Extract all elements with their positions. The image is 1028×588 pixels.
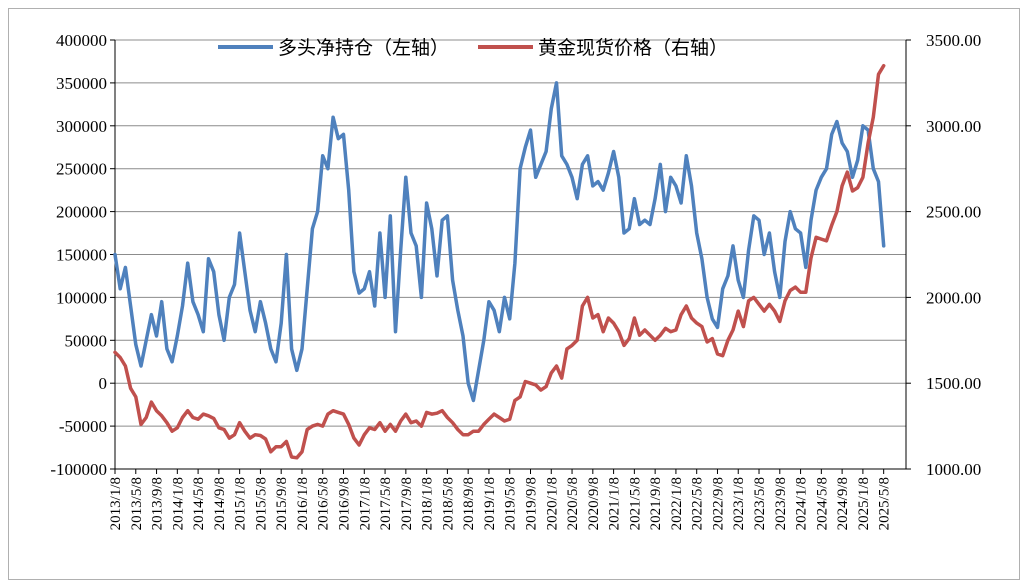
- x-tick-label: 2023/9/8: [773, 477, 789, 530]
- left-tick-label: 150000: [56, 246, 107, 265]
- x-tick-label: 2014/1/8: [170, 477, 186, 530]
- x-tick-label: 2015/5/8: [253, 477, 269, 530]
- x-tick-label: 2022/9/8: [710, 477, 726, 530]
- x-tick-label: 2018/5/8: [440, 477, 456, 530]
- left-tick-label: 350000: [56, 74, 107, 93]
- legend-item-net-long-position-label: 多头净持仓（左轴）: [278, 37, 449, 59]
- x-tick-label: 2025/5/8: [877, 477, 893, 530]
- x-tick-label: 2016/9/8: [337, 477, 353, 530]
- right-tick-label: 2000.00: [926, 288, 981, 307]
- right-y-axis: 3500.00 3000.00 2500.00 2000.00 1500.00 1000.…: [905, 31, 981, 479]
- x-tick-label: 2021/5/8: [627, 477, 643, 530]
- series-lines: [113, 63, 886, 460]
- x-tick-label: 2019/9/8: [523, 477, 539, 530]
- x-tick-label: 2018/9/8: [461, 477, 477, 530]
- x-tick-label: 2020/1/8: [544, 477, 560, 530]
- x-tick-label: 2023/5/8: [752, 477, 768, 530]
- x-tick-label: 2024/9/8: [835, 477, 851, 530]
- x-tick-label: 2022/1/8: [669, 477, 685, 530]
- left-tick-label: 100000: [56, 288, 107, 307]
- x-tick-label: 2019/5/8: [503, 477, 519, 530]
- x-tick-label: 2022/5/8: [690, 477, 706, 530]
- series-line-net-long-position: [113, 81, 886, 403]
- legend-item-gold-spot-price-label: 黄金现货价格（右轴）: [538, 37, 728, 59]
- x-tick-label: 2020/9/8: [586, 477, 602, 530]
- left-tick-label: 50000: [65, 331, 108, 350]
- x-tick-label: 2019/1/8: [482, 477, 498, 530]
- left-tick-label: 250000: [56, 160, 107, 179]
- left-tick-label: 300000: [56, 117, 107, 136]
- left-tick-label: 200000: [56, 203, 107, 222]
- left-y-axis: 400000 350000 300000 250000 200000 150000 1000…: [50, 31, 116, 479]
- x-tick-label: 2017/1/8: [357, 477, 373, 530]
- legend: 多头净持仓（左轴） 黄金现货价格（右轴）: [218, 37, 728, 59]
- x-axis: 2013/1/8 2013/5/8 2013/9/8 2014/1/8 2014/5/8…: [108, 468, 906, 530]
- x-tick-label: 2015/1/8: [233, 477, 249, 530]
- x-tick-label: 2013/9/8: [150, 477, 166, 530]
- x-tick-label: 2024/5/8: [814, 477, 830, 530]
- gridlines: [115, 39, 906, 470]
- x-tick-label: 2016/1/8: [295, 477, 311, 530]
- x-tick-label: 2015/9/8: [274, 477, 290, 530]
- x-tick-label: 2025/1/8: [856, 477, 872, 530]
- x-tick-label: 2021/1/8: [607, 477, 623, 530]
- x-tick-label: 2023/1/8: [731, 477, 747, 530]
- left-tick-label: -100000: [50, 460, 107, 479]
- right-tick-label: 3000.00: [926, 117, 981, 136]
- x-tick-label: 2014/9/8: [212, 477, 228, 530]
- left-tick-label: -50000: [59, 417, 107, 436]
- x-tick-label: 2013/1/8: [108, 477, 124, 530]
- series-line-gold-spot-price: [113, 63, 886, 460]
- x-tick-label: 2024/1/8: [794, 477, 810, 530]
- right-tick-label: 1000.00: [926, 460, 981, 479]
- x-tick-label: 2013/5/8: [129, 477, 145, 530]
- x-tick-label: 2014/5/8: [191, 477, 207, 530]
- x-tick-label: 2018/1/8: [420, 477, 436, 530]
- left-tick-label: 0: [99, 374, 108, 393]
- right-tick-label: 3500.00: [926, 31, 981, 50]
- x-tick-label: 2017/9/8: [399, 477, 415, 530]
- chart-area: [8, 8, 1020, 580]
- x-tick-label: 2017/5/8: [378, 477, 394, 530]
- x-tick-label: 2021/9/8: [648, 477, 664, 530]
- right-tick-label: 2500.00: [926, 203, 981, 222]
- left-tick-label: 400000: [56, 31, 107, 50]
- right-tick-label: 1500.00: [926, 374, 981, 393]
- x-tick-label: 2016/5/8: [316, 477, 332, 530]
- x-tick-label: 2020/5/8: [565, 477, 581, 530]
